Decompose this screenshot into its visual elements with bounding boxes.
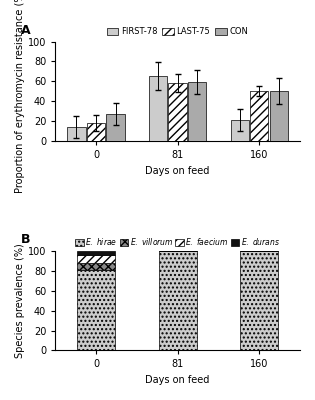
Bar bbox=[250, 91, 268, 141]
Y-axis label: Proportion of erythromycin resistance (%): Proportion of erythromycin resistance (%… bbox=[15, 0, 25, 194]
Bar bbox=[159, 251, 197, 350]
Bar bbox=[77, 270, 115, 350]
Bar bbox=[169, 83, 187, 141]
Text: A: A bbox=[21, 24, 31, 37]
X-axis label: Days on feed: Days on feed bbox=[146, 375, 210, 385]
Bar bbox=[77, 251, 115, 255]
Bar bbox=[270, 91, 288, 141]
Bar bbox=[106, 114, 125, 141]
Bar bbox=[231, 120, 249, 141]
Bar bbox=[188, 82, 206, 141]
Legend: FIRST-78, LAST-75, CON: FIRST-78, LAST-75, CON bbox=[103, 24, 252, 40]
Bar bbox=[149, 76, 167, 141]
Bar bbox=[240, 251, 278, 350]
Legend: $\it{E.}$ $\it{hirae}$, $\it{E.}$ $\it{villorum}$, $\it{E.}$ $\it{faecium}$, $\i: $\it{E.}$ $\it{hirae}$, $\it{E.}$ $\it{v… bbox=[72, 233, 283, 250]
Bar bbox=[67, 127, 85, 141]
Bar bbox=[87, 123, 105, 141]
Bar bbox=[77, 263, 115, 270]
Y-axis label: Species prevalence (%): Species prevalence (%) bbox=[15, 243, 25, 358]
Text: B: B bbox=[21, 233, 31, 246]
X-axis label: Days on feed: Days on feed bbox=[146, 166, 210, 176]
Bar bbox=[77, 255, 115, 263]
